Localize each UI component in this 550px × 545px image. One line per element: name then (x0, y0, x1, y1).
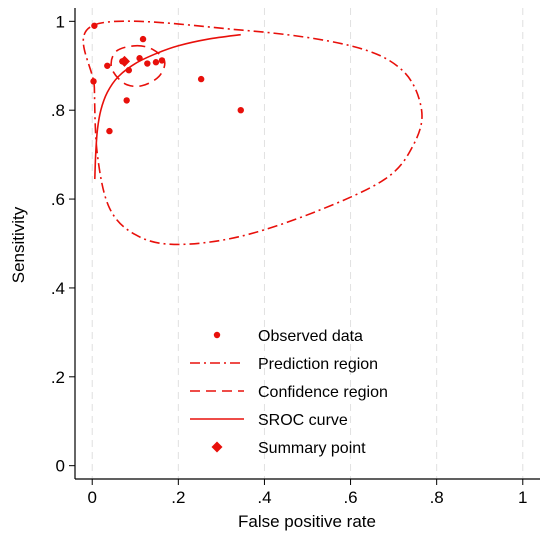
observed-data-point (237, 106, 244, 114)
observed-data-point (106, 127, 113, 135)
x-tick-label: 1 (518, 488, 527, 507)
x-tick-label: .2 (171, 488, 185, 507)
y-tick-label: .2 (51, 368, 65, 387)
legend-label-summary-point: Summary point (258, 440, 366, 457)
observed-data-point (90, 78, 97, 85)
observed-data-point (197, 75, 205, 83)
x-tick-label: .8 (430, 488, 444, 507)
x-tick-label: .6 (343, 488, 357, 507)
legend-key-summary-point (211, 441, 223, 453)
prediction-region-line (82, 20, 423, 246)
x-tick-label: 0 (87, 488, 96, 507)
x-axis-title: False positive rate (238, 512, 376, 531)
legend: Observed data Prediction region Confidence… (190, 328, 388, 457)
axes (74, 8, 540, 480)
observed-data-point (104, 62, 111, 69)
y-tick-label: 1 (56, 12, 65, 31)
y-tick-label: .6 (51, 190, 65, 209)
grid-lines (91, 8, 524, 479)
axis-ticks: 0 .2 .4 .6 .8 1 0 .2 .4 .6 .8 1 (51, 12, 528, 507)
legend-label-observed-data: Observed data (258, 328, 363, 345)
observed-data-point (144, 60, 151, 67)
y-tick-label: 0 (56, 457, 65, 476)
confidence-region-line (110, 44, 166, 88)
y-axis-title: Sensitivity (9, 206, 28, 283)
y-tick-label: .4 (51, 279, 65, 298)
observed-data-point (152, 59, 160, 66)
y-tick-label: .8 (51, 101, 65, 120)
observed-data-point (139, 35, 147, 43)
x-tick-label: .4 (257, 488, 271, 507)
legend-label-confidence-region: Confidence region (258, 384, 388, 401)
sroc-curve-line (94, 33, 241, 180)
legend-label-sroc-curve: SROC curve (258, 412, 348, 429)
legend-label-prediction-region: Prediction region (258, 356, 378, 373)
legend-key-observed-data (213, 331, 221, 339)
summary-point-marker (119, 55, 131, 67)
observed-data-point (123, 97, 130, 104)
plot-area (82, 20, 423, 246)
